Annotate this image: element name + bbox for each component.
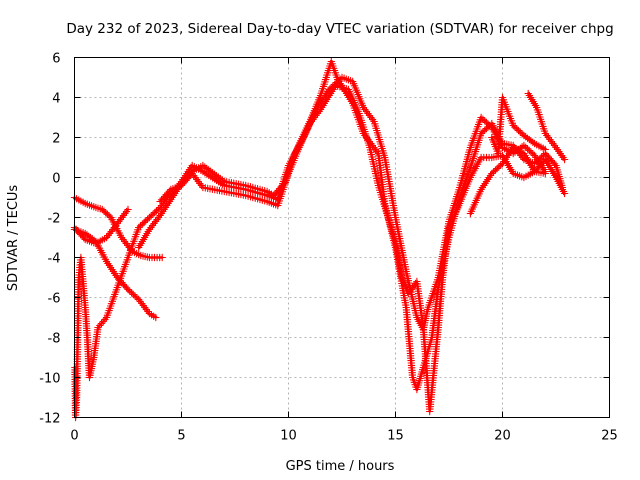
series-track-10 [524,89,569,164]
x-tick-label: 0 [70,429,78,444]
y-tick-label: -8 [48,332,61,347]
x-tick-label: 15 [387,429,404,444]
y-tick-label: -4 [48,252,61,267]
x-tick-label: 10 [280,429,297,444]
y-tick-label: -2 [48,212,61,227]
y-tick-label: 4 [52,92,60,107]
plot-frame [74,57,610,418]
y-tick-label: -6 [48,292,61,307]
series-markers [167,73,550,334]
series-markers [466,143,550,218]
series-markers [488,93,550,158]
y-tick-label: -10 [39,372,60,387]
y-tick-label: -12 [39,412,60,427]
series-markers [524,89,569,164]
y-tick-label: 0 [52,172,60,187]
y-axis-label: SDTVAR / TECUs [6,185,21,292]
y-tick-label: 6 [52,52,60,67]
series-track-8 [466,143,550,218]
x-tick-label: 25 [601,429,618,444]
x-tick-label: 20 [494,429,511,444]
x-tick-label: 5 [177,429,185,444]
tick-layer: 0 5 10 15 20 25 -12 -10 -8 -6 -4 -2 0 2 4 6 [39,52,618,444]
series-track-9 [488,93,550,158]
y-tick-label: 2 [52,132,60,147]
series-track-7 [167,73,550,334]
x-axis-label: GPS time / hours [286,459,395,474]
chart-title: Day 232 of 2023, Sidereal Day-to-day VTE… [66,21,613,37]
